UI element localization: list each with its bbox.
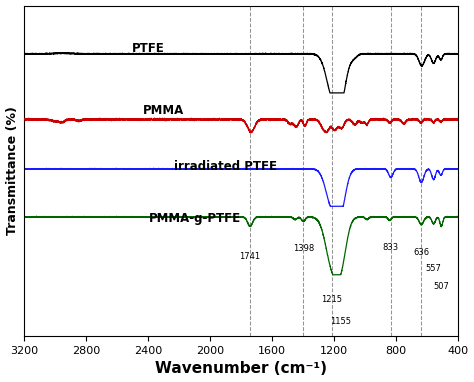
Text: irradiated PTFE: irradiated PTFE: [174, 160, 277, 173]
Text: 1155: 1155: [330, 317, 351, 326]
Text: 1398: 1398: [292, 244, 314, 253]
Y-axis label: Transmittance (%): Transmittance (%): [6, 107, 18, 235]
Text: PMMA: PMMA: [143, 104, 184, 117]
Text: 557: 557: [426, 264, 441, 273]
Text: 636: 636: [413, 248, 429, 257]
Text: 1215: 1215: [321, 295, 342, 304]
Text: 1741: 1741: [239, 252, 261, 261]
Text: 507: 507: [433, 282, 449, 291]
Text: 833: 833: [383, 243, 399, 252]
Text: PTFE: PTFE: [132, 42, 164, 55]
X-axis label: Wavenumber (cm⁻¹): Wavenumber (cm⁻¹): [155, 361, 327, 376]
Text: PMMA-g-PTFE: PMMA-g-PTFE: [148, 212, 241, 225]
